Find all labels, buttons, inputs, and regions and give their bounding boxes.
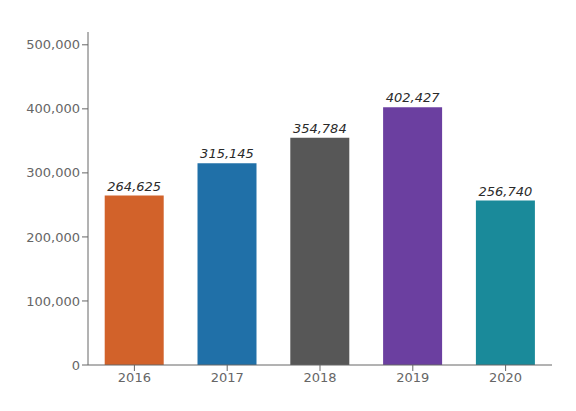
svg-text:2017: 2017 — [211, 370, 244, 385]
svg-text:264,625: 264,625 — [107, 179, 161, 194]
svg-text:2016: 2016 — [118, 370, 151, 385]
svg-text:256,740: 256,740 — [479, 184, 533, 199]
svg-text:315,145: 315,145 — [200, 146, 254, 161]
svg-text:354,784: 354,784 — [293, 121, 347, 136]
svg-text:2018: 2018 — [303, 370, 336, 385]
svg-text:100,000: 100,000 — [26, 294, 80, 309]
svg-text:402,427: 402,427 — [386, 90, 440, 105]
svg-text:2019: 2019 — [396, 370, 429, 385]
svg-text:300,000: 300,000 — [26, 165, 80, 180]
svg-text:2020: 2020 — [489, 370, 522, 385]
svg-text:200,000: 200,000 — [26, 230, 80, 245]
svg-text:0: 0 — [72, 358, 80, 373]
svg-text:400,000: 400,000 — [26, 101, 80, 116]
svg-text:500,000: 500,000 — [26, 37, 80, 52]
